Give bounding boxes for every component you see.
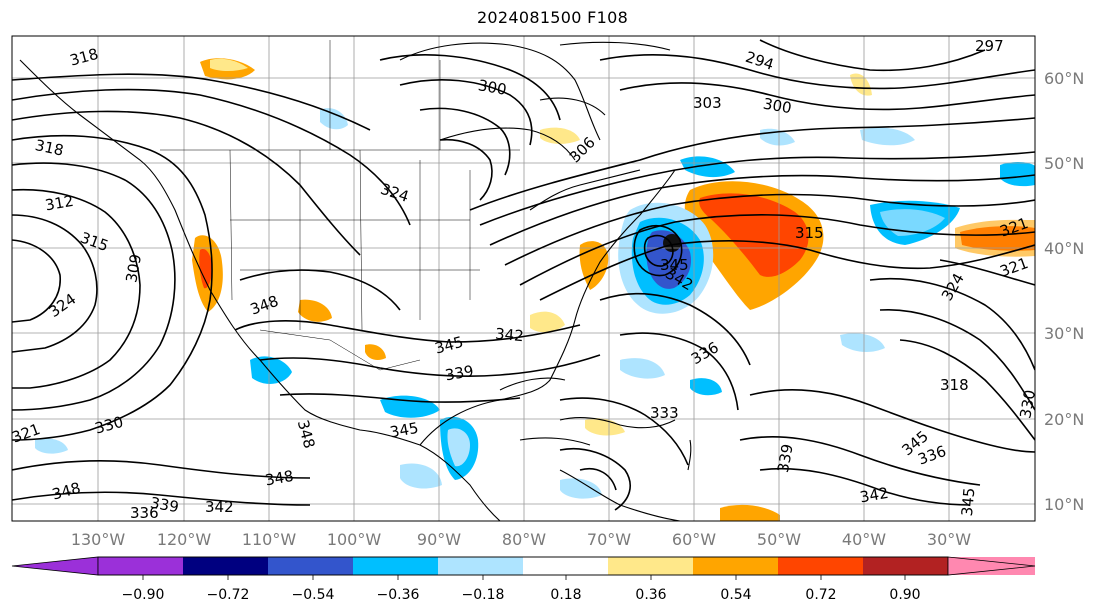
lat-label: 40°N [1044,239,1084,258]
lon-label: 40°W [842,530,886,549]
contour-label: 345 [958,487,978,517]
latitude-labels: 60°N 50°N 40°N 30°N 20°N 10°N [1044,69,1084,514]
contour-label: 318 [33,136,65,160]
colorbar-segment [523,557,608,575]
contour-label: 348 [264,467,295,490]
colorbar-segment [98,557,183,575]
lon-label: 90°W [417,530,461,549]
contour-label: 300 [477,76,508,99]
lon-label: 130°W [71,530,126,549]
colorbar-tick-label: 0.90 [889,587,920,603]
longitude-labels: 130°W 120°W 110°W 100°W 90°W 80°W 70°W 6… [71,530,971,549]
colorbar-segment [693,557,778,575]
lon-label: 110°W [242,530,297,549]
contour-label: 303 [693,94,722,112]
colorbar: −0.90 −0.72 −0.54 −0.36 −0.18 0.18 0.36 … [11,556,1036,603]
colorbar-segment [183,557,268,575]
colorbar-tick-label: 0.54 [720,587,751,603]
lon-label: 70°W [587,530,631,549]
contour-label: 330 [1016,388,1039,419]
colorbar-tick-label: −0.90 [122,587,165,603]
contour-label: 333 [650,404,679,422]
theta-e-contours [12,39,1035,511]
colorbar-segment [353,557,438,575]
contour-label: 342 [494,325,524,345]
contour-label: 315 [795,224,824,242]
contour-label: 312 [44,192,75,215]
contour-label: 342 [858,484,889,507]
political-borders [160,40,520,371]
contour-label: 297 [975,37,1004,55]
colorbar-segment [863,557,948,575]
colorbar-extend-low [11,556,99,576]
lon-label: 80°W [502,530,546,549]
lon-label: 100°W [327,530,382,549]
graticule [12,36,1035,521]
colorbar-tick-label: −0.18 [462,587,505,603]
colorbar-tick-label: −0.72 [207,587,250,603]
contour-label: 345 [388,419,419,442]
lon-label: 120°W [157,530,212,549]
colorbar-tick-label: −0.36 [377,587,420,603]
colorbar-tick-label: −0.54 [292,587,335,603]
lon-label: 30°W [927,530,971,549]
colorbar-tick-label: 0.36 [635,587,666,603]
lon-label: 50°W [757,530,801,549]
colorbar-segment [438,557,523,575]
colorbar-ticks [142,575,906,580]
contour-label: 300 [762,95,793,118]
colorbar-segment [778,557,863,575]
lat-label: 60°N [1044,69,1084,88]
contour-label: 339 [444,362,475,385]
colorbar-segment [268,557,353,575]
contour-label: 345 [660,256,689,274]
colorbar-segment [608,557,693,575]
contour-label: 342 [205,498,234,516]
colorbar-tick-label: 0.72 [805,587,836,603]
lon-label: 60°W [672,530,716,549]
contour-label: 318 [940,376,969,394]
map-title: 2024081500 F108 [476,8,629,27]
colorbar-tick-label: 0.18 [550,587,581,603]
contour-label: 339 [774,443,797,474]
lat-label: 10°N [1044,495,1084,514]
positive-anomaly-shading [192,58,1035,521]
contour-label: 339 [149,494,180,517]
contour-label: 309 [122,253,145,284]
lat-label: 30°N [1044,324,1084,343]
lat-label: 50°N [1044,154,1084,173]
lat-label: 20°N [1044,410,1084,429]
contour-label: 336 [130,504,159,522]
